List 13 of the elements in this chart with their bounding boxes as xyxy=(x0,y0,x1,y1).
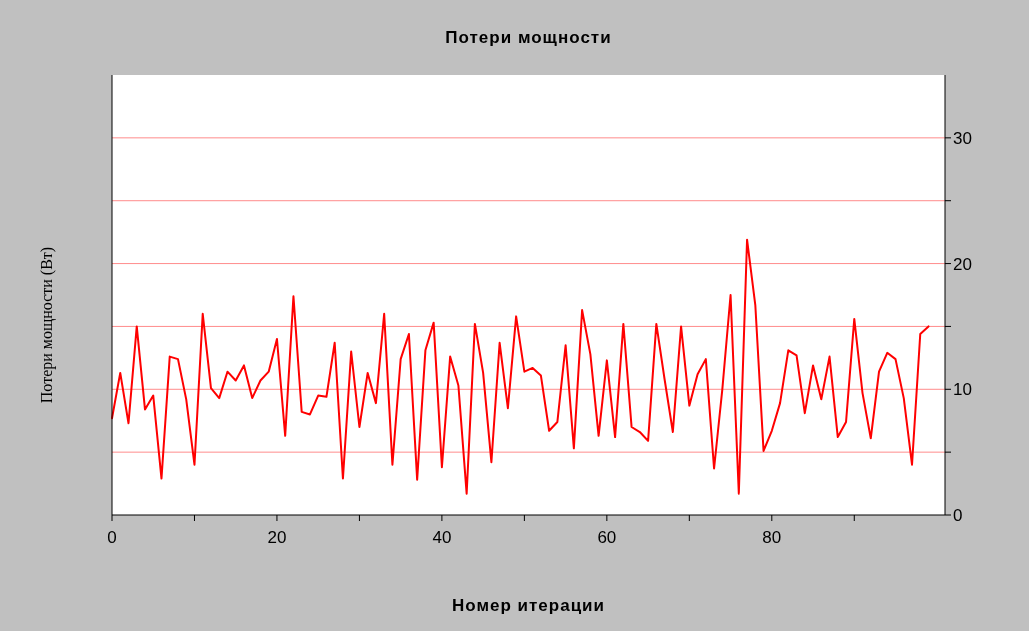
x-tick-label: 40 xyxy=(432,528,452,547)
x-tick-label: 60 xyxy=(597,528,617,547)
y-tick-label: 20 xyxy=(953,254,972,274)
chart-title: Потери мощности xyxy=(445,28,612,47)
x-tick-label: 0 xyxy=(107,528,117,547)
y-tick-label: 0 xyxy=(953,506,963,525)
x-tick-label: 20 xyxy=(267,528,287,547)
x-axis-title: Номер итерации xyxy=(452,596,605,615)
line-series xyxy=(111,238,930,495)
y-tick-label: 30 xyxy=(953,128,972,148)
y-tick-label: 10 xyxy=(953,380,972,400)
y-axis-title: Потери мощности (Вт) xyxy=(38,246,56,404)
x-tick-label: 80 xyxy=(762,528,782,547)
